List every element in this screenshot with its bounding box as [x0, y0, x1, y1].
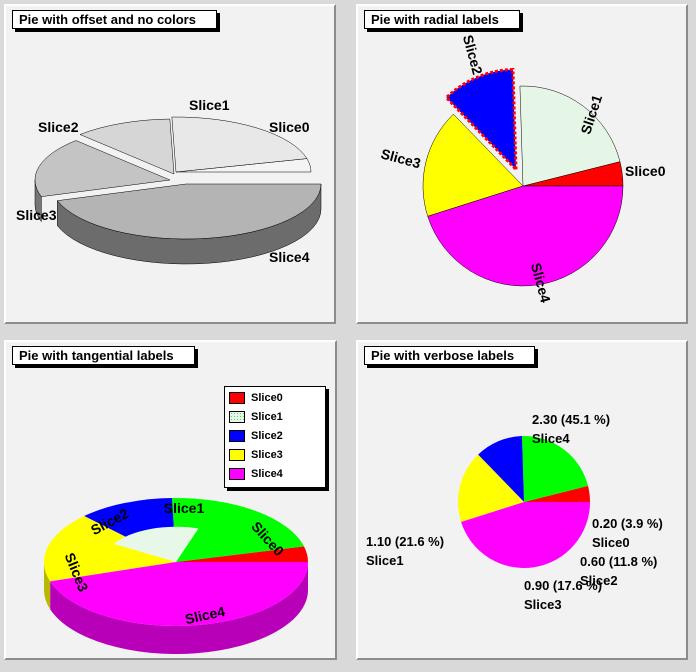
slice-4: [461, 502, 590, 568]
slice-label: Slice2: [38, 119, 79, 135]
pad-tangential-labels: Pie with tangential labels Slice0 Slice1 S…: [4, 340, 337, 660]
slice-label: Slice2: [580, 573, 618, 588]
slice-2: [478, 436, 524, 502]
legend-swatch: [229, 449, 245, 461]
value-label: 1.10 (21.6 %): [366, 534, 444, 549]
legend-label: Slice3: [251, 449, 283, 461]
slice-0: [176, 546, 308, 562]
slice-4: [50, 562, 309, 627]
pad-title: Pie with radial labels: [364, 10, 520, 29]
legend-item: Slice4: [229, 467, 321, 483]
legend-label: Slice2: [251, 430, 283, 442]
legend: Slice0 Slice1 Slice2 Slice3 Slice4: [224, 386, 326, 488]
slice-4: [56, 183, 322, 240]
pad-title: Pie with verbose labels: [364, 346, 536, 365]
slice-2: [444, 67, 518, 174]
slice-4: [427, 185, 624, 287]
slice-1: [519, 85, 621, 187]
pad-title: Pie with offset and no colors: [12, 10, 217, 29]
slice-label: Slice1: [164, 500, 205, 516]
pie-chart-verbose: 0.20 (3.9 %) Slice0 1.10 (21.6 %) Slice1 0.6…: [366, 412, 663, 612]
slice-3: [458, 454, 524, 523]
slice-label: Slice1: [366, 553, 404, 568]
slice-label: Slice0: [269, 119, 310, 135]
legend-item: Slice3: [229, 448, 321, 464]
legend-swatch: [229, 468, 245, 480]
slice-side: [44, 562, 51, 610]
legend-item: Slice1: [229, 410, 321, 426]
slice-label: Slice0: [625, 163, 666, 179]
legend-label: Slice1: [251, 411, 283, 423]
legend-swatch: [229, 392, 245, 404]
value-label: 0.90 (17.6 %): [524, 578, 602, 593]
slice-label: Slice2: [460, 33, 486, 76]
pad-offset-no-colors: Pie with offset and no colors Slice0 Slic…: [4, 4, 336, 324]
slice-1: [171, 497, 305, 562]
pie-chart-offset: Slice0 Slice1 Slice2 Slice3 Slice4: [16, 97, 322, 265]
slice-label: Slice0: [592, 535, 630, 550]
value-label: 2.30 (45.1 %): [532, 412, 610, 427]
slice-3: [422, 113, 524, 217]
legend-label: Slice0: [251, 392, 283, 404]
slice-3: [34, 140, 171, 197]
value-label: 0.60 (11.8 %): [580, 554, 657, 569]
slice-1-fill: [113, 526, 199, 562]
pad-radial-labels: Pie with radial labels Slice0 Slice1 Slice…: [356, 4, 688, 324]
legend-item: Slice0: [229, 391, 321, 407]
value-label: 0.20 (3.9 %): [592, 516, 663, 531]
slice-2: [79, 118, 175, 175]
legend-item: Slice2: [229, 429, 321, 445]
slice-label: Slice3: [379, 145, 422, 171]
pad-verbose-labels: Pie with verbose labels 0.20 (3.9 %) Slic…: [356, 340, 688, 660]
slice-1: [521, 435, 589, 502]
slice-label: Slice3: [524, 597, 562, 612]
slice-0: [524, 485, 590, 502]
slice-3: [43, 516, 177, 582]
pad-title: Pie with tangential labels: [12, 346, 195, 365]
slice-1: [171, 116, 308, 173]
slice-label: Slice4: [269, 249, 310, 265]
legend-swatch: [229, 430, 245, 442]
legend-label: Slice4: [251, 468, 283, 480]
slice-side: [50, 562, 309, 655]
legend-swatch: [229, 411, 245, 423]
slice-label: Slice4: [532, 431, 570, 446]
slice-label: Slice3: [16, 207, 57, 223]
slice-label: Slice1: [189, 97, 230, 113]
